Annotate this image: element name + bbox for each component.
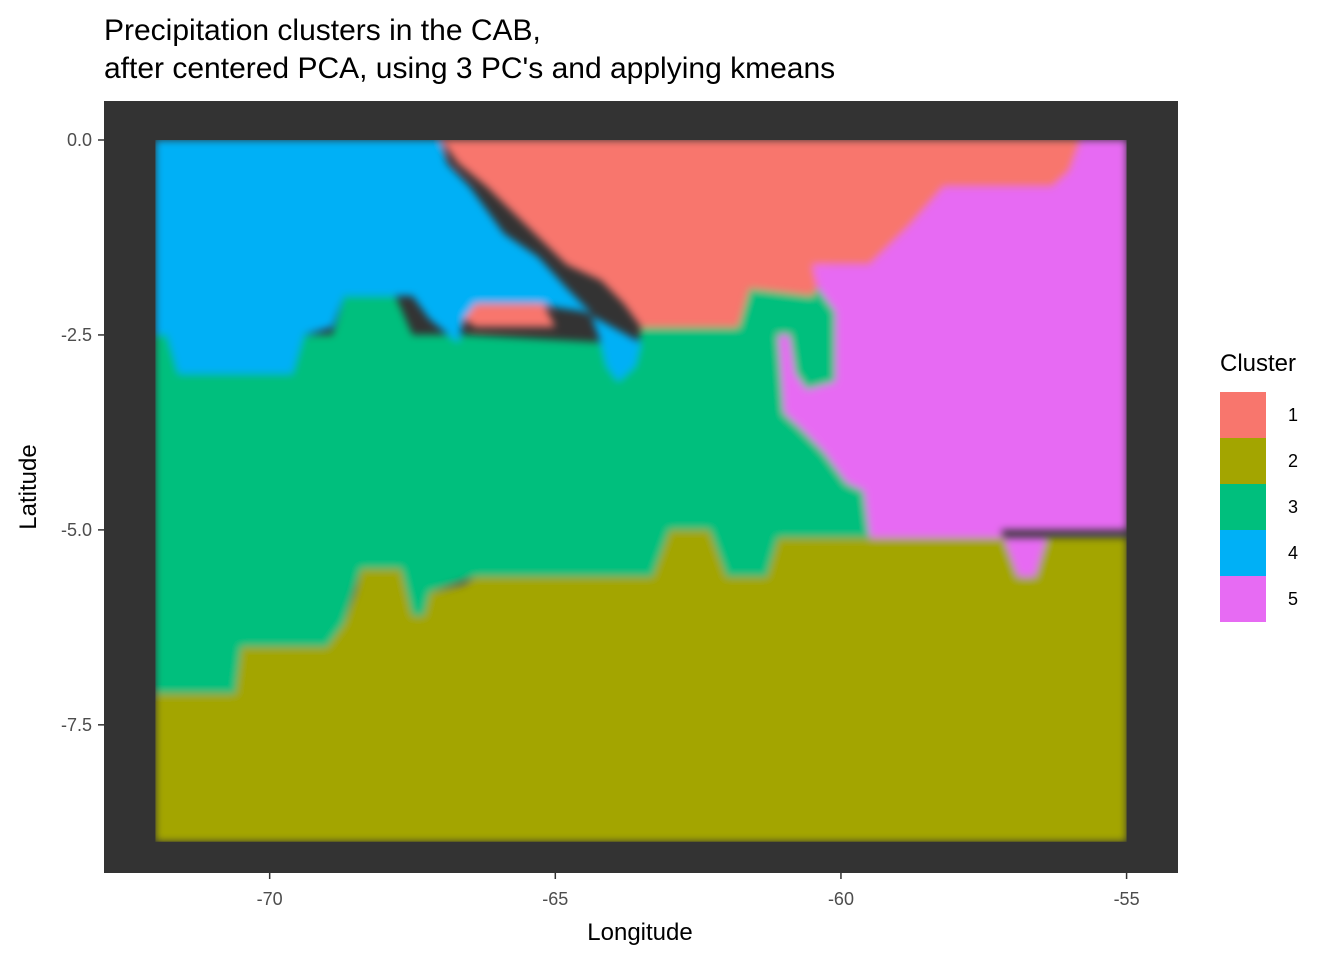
legend-item: 5: [1220, 576, 1298, 622]
x-tick-label: -70: [257, 889, 283, 909]
cluster-regions: [155, 140, 1127, 842]
y-tick-label: -2.5: [61, 325, 92, 345]
cluster-1-region-3: [441, 140, 1081, 328]
y-tick-label: -7.5: [61, 715, 92, 735]
legend-item: 2: [1220, 438, 1298, 484]
y-tick-label: 0.0: [67, 130, 92, 150]
chart-title-line-1: Precipitation clusters in the CAB,: [104, 14, 541, 47]
legend-label: 2: [1288, 450, 1299, 471]
chart-title: Precipitation clusters in the CAB, after…: [104, 12, 835, 88]
cluster-5-region-5: [778, 140, 1127, 577]
legend-key: [1220, 484, 1266, 530]
legend-key: [1220, 438, 1266, 484]
legend-label: 3: [1288, 496, 1299, 517]
legend-item: 3: [1220, 484, 1298, 530]
legend: Cluster 1 2 3 4 5: [1220, 350, 1298, 622]
cluster-3-region-1: [155, 288, 870, 694]
legend-label: 4: [1288, 542, 1299, 563]
legend-item: 4: [1220, 530, 1298, 576]
legend-key: [1220, 392, 1266, 438]
x-axis-title: Longitude: [587, 919, 692, 946]
cluster-1-region-4: [463, 303, 556, 328]
chart-title-line-2: after centered PCA, using 3 PC's and app…: [104, 52, 836, 85]
x-axis: -70 -65 -60 -55: [257, 873, 1140, 909]
legend-label: 1: [1288, 404, 1299, 425]
legend-key: [1220, 576, 1266, 622]
y-axis: 0.0 -2.5 -5.0 -7.5: [61, 130, 104, 735]
y-tick-label: -5.0: [61, 520, 92, 540]
cluster-2-region-0: [155, 529, 1127, 842]
legend-title: Cluster: [1220, 350, 1297, 377]
legend-label: 5: [1288, 588, 1299, 609]
legend-item: 1: [1220, 392, 1298, 438]
legend-key: [1220, 530, 1266, 576]
x-tick-label: -65: [542, 889, 568, 909]
x-tick-label: -60: [828, 889, 854, 909]
x-tick-label: -55: [1114, 889, 1140, 909]
cluster-4-region-2: [155, 140, 641, 382]
y-axis-title: Latitude: [15, 444, 42, 529]
